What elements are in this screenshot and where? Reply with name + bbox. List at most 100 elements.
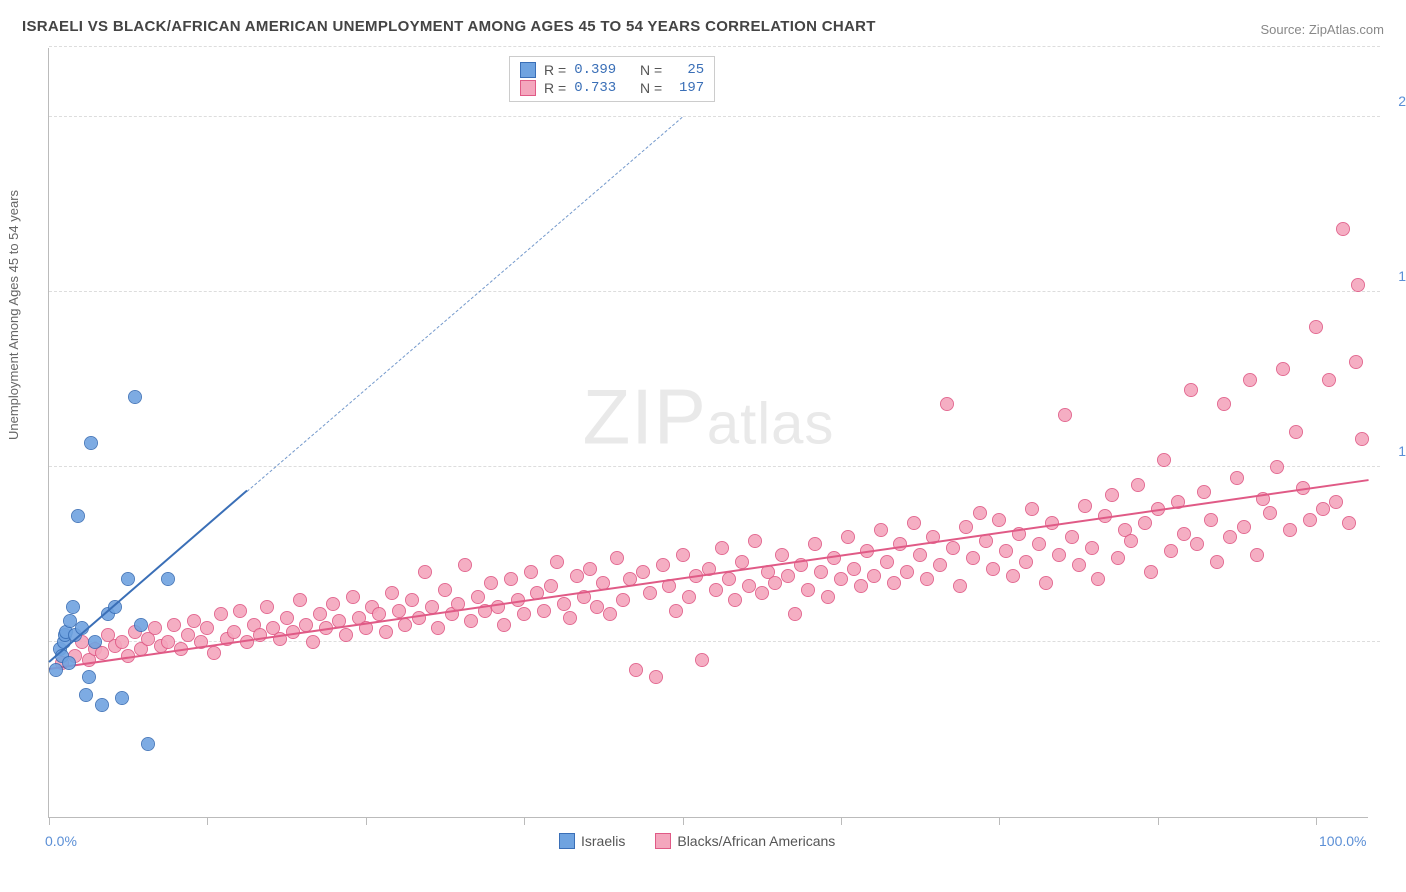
data-point-blacks <box>887 576 901 590</box>
data-point-blacks <box>1230 471 1244 485</box>
data-point-blacks <box>841 530 855 544</box>
data-point-blacks <box>484 576 498 590</box>
data-point-blacks <box>1237 520 1251 534</box>
data-point-blacks <box>1039 576 1053 590</box>
data-point-blacks <box>570 569 584 583</box>
x-tick <box>1158 817 1159 825</box>
data-point-blacks <box>643 586 657 600</box>
data-point-blacks <box>1105 488 1119 502</box>
data-point-blacks <box>550 555 564 569</box>
data-point-blacks <box>676 548 690 562</box>
chart-title: ISRAELI VS BLACK/AFRICAN AMERICAN UNEMPL… <box>22 18 876 35</box>
legend-swatch <box>520 80 536 96</box>
gridline-h <box>49 46 1380 47</box>
data-point-blacks <box>920 572 934 586</box>
data-point-blacks <box>933 558 947 572</box>
data-point-blacks <box>1316 502 1330 516</box>
data-point-blacks <box>880 555 894 569</box>
data-point-blacks <box>735 555 749 569</box>
series-legend-item: Blacks/African Americans <box>655 833 835 849</box>
data-point-blacks <box>755 586 769 600</box>
legend-n-value: 25 <box>670 62 704 78</box>
data-point-blacks <box>1065 530 1079 544</box>
data-point-blacks <box>1329 495 1343 509</box>
data-point-blacks <box>1204 513 1218 527</box>
data-point-blacks <box>326 597 340 611</box>
data-point-blacks <box>497 618 511 632</box>
data-point-blacks <box>148 621 162 635</box>
data-point-blacks <box>1177 527 1191 541</box>
x-tick-label: 0.0% <box>45 833 77 849</box>
data-point-blacks <box>372 607 386 621</box>
data-point-israelis <box>71 509 85 523</box>
data-point-blacks <box>1250 548 1264 562</box>
data-point-blacks <box>233 604 247 618</box>
legend-n-label: N = <box>640 62 662 78</box>
legend-r-label: R = <box>544 62 566 78</box>
data-point-blacks <box>814 565 828 579</box>
data-point-blacks <box>293 593 307 607</box>
data-point-blacks <box>1349 355 1363 369</box>
data-point-blacks <box>280 611 294 625</box>
series-legend-item: Israelis <box>559 833 625 849</box>
data-point-blacks <box>669 604 683 618</box>
data-point-blacks <box>1085 541 1099 555</box>
data-point-blacks <box>834 572 848 586</box>
data-point-blacks <box>1124 534 1138 548</box>
gridline-h <box>49 291 1380 292</box>
data-point-blacks <box>1322 373 1336 387</box>
data-point-blacks <box>438 583 452 597</box>
data-point-blacks <box>1072 558 1086 572</box>
y-axis-label: Unemployment Among Ages 45 to 54 years <box>6 190 21 440</box>
data-point-blacks <box>781 569 795 583</box>
x-tick <box>524 817 525 825</box>
data-point-blacks <box>748 534 762 548</box>
data-point-blacks <box>1111 551 1125 565</box>
legend-r-value: 0.733 <box>574 80 616 96</box>
data-point-israelis <box>66 600 80 614</box>
legend-n-label: N = <box>640 80 662 96</box>
x-tick <box>49 817 50 825</box>
data-point-israelis <box>82 670 96 684</box>
data-point-blacks <box>610 551 624 565</box>
data-point-israelis <box>128 390 142 404</box>
x-tick <box>683 817 684 825</box>
x-tick <box>841 817 842 825</box>
x-tick <box>366 817 367 825</box>
data-point-blacks <box>1276 362 1290 376</box>
data-point-blacks <box>1283 523 1297 537</box>
data-point-blacks <box>616 593 630 607</box>
data-point-blacks <box>940 397 954 411</box>
data-point-israelis <box>79 688 93 702</box>
legend-r-label: R = <box>544 80 566 96</box>
data-point-blacks <box>966 551 980 565</box>
data-point-blacks <box>1025 502 1039 516</box>
source-link[interactable]: ZipAtlas.com <box>1309 22 1384 37</box>
data-point-blacks <box>563 611 577 625</box>
data-point-blacks <box>1336 222 1350 236</box>
data-point-blacks <box>1138 516 1152 530</box>
data-point-blacks <box>227 625 241 639</box>
legend-r-value: 0.399 <box>574 62 616 78</box>
data-point-blacks <box>854 579 868 593</box>
data-point-blacks <box>537 604 551 618</box>
data-point-blacks <box>1243 373 1257 387</box>
y-tick-label: 10.0% <box>1398 443 1406 459</box>
data-point-blacks <box>583 562 597 576</box>
data-point-blacks <box>181 628 195 642</box>
data-point-blacks <box>1157 453 1171 467</box>
gridline-h <box>49 116 1380 117</box>
correlation-legend-row: R =0.733 N =197 <box>520 79 704 97</box>
data-point-blacks <box>1144 565 1158 579</box>
data-point-blacks <box>907 516 921 530</box>
source-prefix: Source: <box>1260 22 1308 37</box>
data-point-blacks <box>306 635 320 649</box>
watermark-text: ZIPatlas <box>583 372 835 463</box>
data-point-blacks <box>207 646 221 660</box>
series-legend-label: Blacks/African Americans <box>677 833 835 849</box>
x-tick <box>999 817 1000 825</box>
data-point-blacks <box>1052 548 1066 562</box>
data-point-blacks <box>1190 537 1204 551</box>
data-point-blacks <box>339 628 353 642</box>
data-point-blacks <box>115 635 129 649</box>
